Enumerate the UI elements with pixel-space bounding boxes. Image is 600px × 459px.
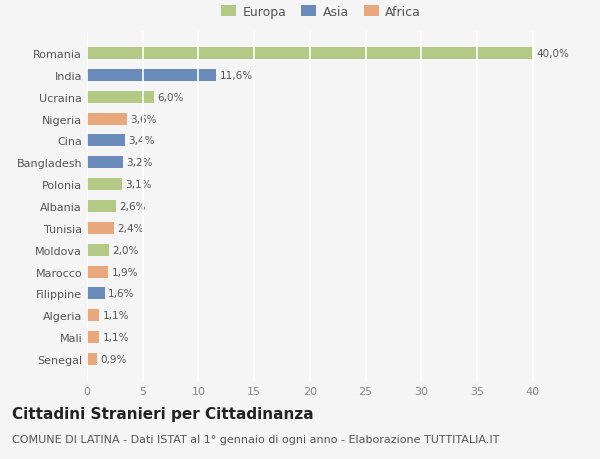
Text: 2,4%: 2,4% <box>117 224 143 233</box>
Text: COMUNE DI LATINA - Dati ISTAT al 1° gennaio di ogni anno - Elaborazione TUTTITAL: COMUNE DI LATINA - Dati ISTAT al 1° genn… <box>12 434 499 444</box>
Bar <box>87 179 122 191</box>
Bar <box>87 201 116 213</box>
Bar <box>87 331 99 343</box>
Text: 1,1%: 1,1% <box>103 332 129 342</box>
Text: 3,1%: 3,1% <box>125 180 151 190</box>
Text: 2,6%: 2,6% <box>119 202 146 212</box>
Legend: Europa, Asia, Africa: Europa, Asia, Africa <box>217 2 425 22</box>
Bar <box>87 309 99 321</box>
Bar <box>87 353 97 365</box>
Text: 6,0%: 6,0% <box>157 93 184 102</box>
Text: 0,9%: 0,9% <box>100 354 127 364</box>
Bar <box>87 266 108 278</box>
Text: 11,6%: 11,6% <box>220 71 253 81</box>
Text: 2,0%: 2,0% <box>113 245 139 255</box>
Text: 3,4%: 3,4% <box>128 136 155 146</box>
Text: 40,0%: 40,0% <box>536 49 569 59</box>
Text: 3,2%: 3,2% <box>126 158 152 168</box>
Text: 1,9%: 1,9% <box>112 267 138 277</box>
Bar <box>87 244 109 256</box>
Text: Cittadini Stranieri per Cittadinanza: Cittadini Stranieri per Cittadinanza <box>12 406 314 421</box>
Bar <box>87 48 533 60</box>
Text: 3,6%: 3,6% <box>130 114 157 124</box>
Text: 1,1%: 1,1% <box>103 311 129 320</box>
Bar <box>87 70 216 82</box>
Bar <box>87 135 125 147</box>
Bar <box>87 157 122 169</box>
Bar <box>87 288 105 300</box>
Text: 1,6%: 1,6% <box>108 289 134 299</box>
Bar <box>87 113 127 125</box>
Bar <box>87 92 154 104</box>
Bar <box>87 222 114 235</box>
